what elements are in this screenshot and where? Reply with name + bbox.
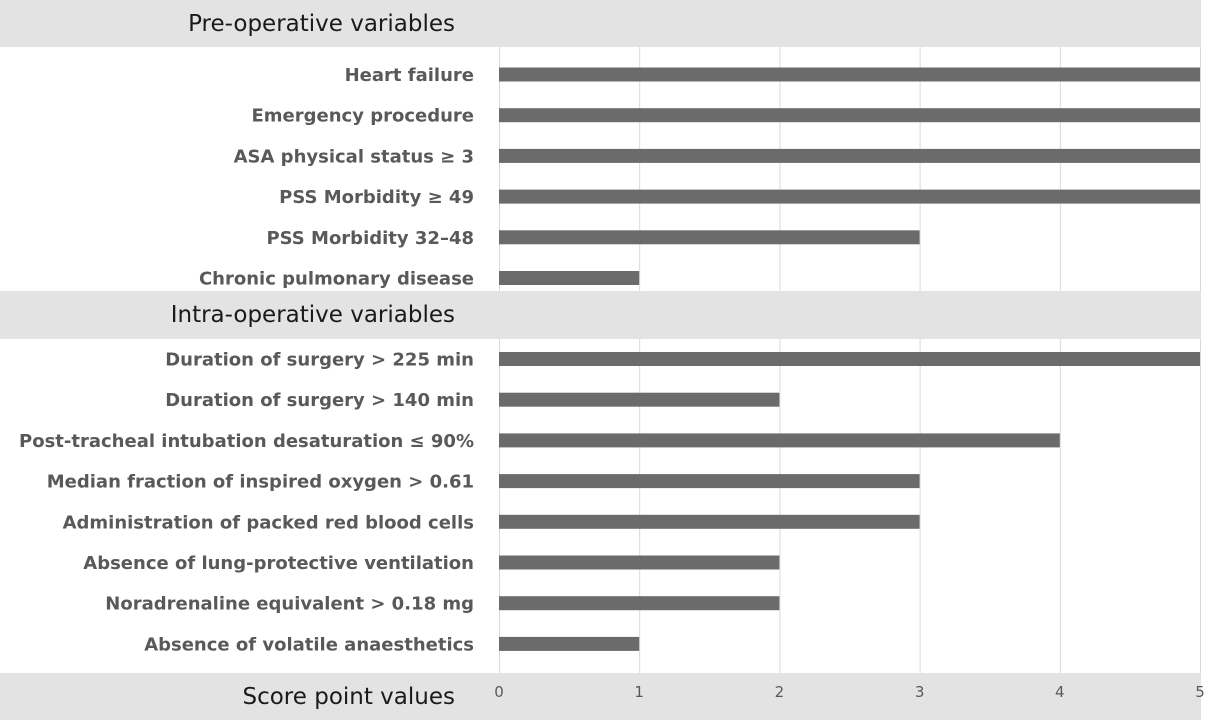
bar	[499, 474, 920, 489]
bar	[499, 352, 1200, 366]
pre-operative-title: Pre-operative variables	[188, 11, 455, 37]
x-axis-band: Score point values	[0, 673, 1201, 720]
intra-operative-title: Intra-operative variables	[170, 302, 455, 328]
bar	[499, 596, 780, 611]
x-tick-label: 1	[634, 683, 644, 701]
x-tick-label: 3	[915, 683, 925, 701]
category-label: Emergency procedure	[251, 106, 474, 127]
category-label: Heart failure	[345, 65, 474, 86]
bar	[499, 514, 920, 529]
bar	[499, 148, 1200, 163]
x-tick-label: 5	[1195, 683, 1205, 701]
category-label: ASA physical status ≥ 3	[234, 146, 474, 167]
intra-operative-band: Intra-operative variables	[0, 291, 1201, 339]
category-label: Administration of packed red blood cells	[63, 512, 474, 533]
category-label: Median fraction of inspired oxygen > 0.6…	[47, 472, 474, 493]
category-label: PSS Morbidity 32–48	[266, 228, 474, 249]
bar	[499, 433, 1060, 448]
bar	[499, 67, 1200, 82]
category-label: Duration of surgery > 140 min	[165, 390, 474, 411]
bar	[499, 230, 920, 245]
x-tick-label: 0	[494, 683, 504, 701]
category-label: Absence of lung-protective ventilation	[83, 553, 474, 574]
x-axis-title: Score point values	[242, 684, 455, 710]
category-label: Absence of volatile anaesthetics	[144, 634, 474, 655]
category-label: PSS Morbidity ≥ 49	[279, 187, 474, 208]
bar	[499, 189, 1200, 204]
category-label: Noradrenaline equivalent > 0.18 mg	[105, 594, 474, 615]
bar	[499, 392, 780, 407]
x-tick-label: 4	[1055, 683, 1065, 701]
category-label: Duration of surgery > 225 min	[165, 350, 474, 371]
x-tick-label: 2	[775, 683, 785, 701]
bar	[499, 555, 780, 570]
category-label: Post-tracheal intubation desaturation ≤ …	[19, 431, 474, 452]
bar	[499, 271, 640, 285]
pre-operative-band: Pre-operative variables	[0, 0, 1201, 47]
bar	[499, 108, 1200, 123]
category-label: Chronic pulmonary disease	[199, 269, 474, 290]
bar	[499, 636, 640, 651]
